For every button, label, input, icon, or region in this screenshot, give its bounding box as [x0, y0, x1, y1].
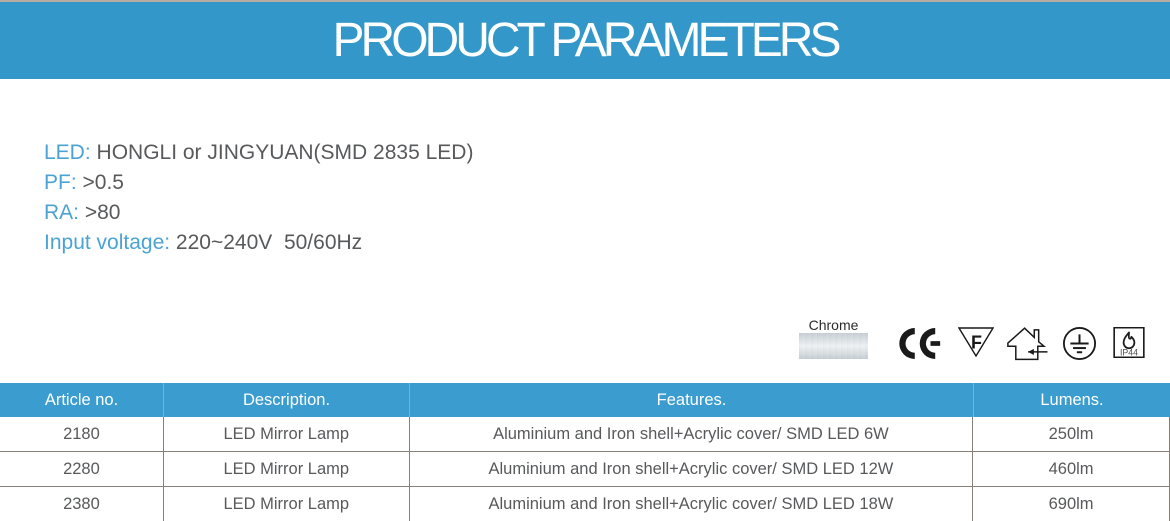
svg-text:F: F [971, 333, 982, 353]
svg-text:IP44: IP44 [1120, 347, 1138, 357]
